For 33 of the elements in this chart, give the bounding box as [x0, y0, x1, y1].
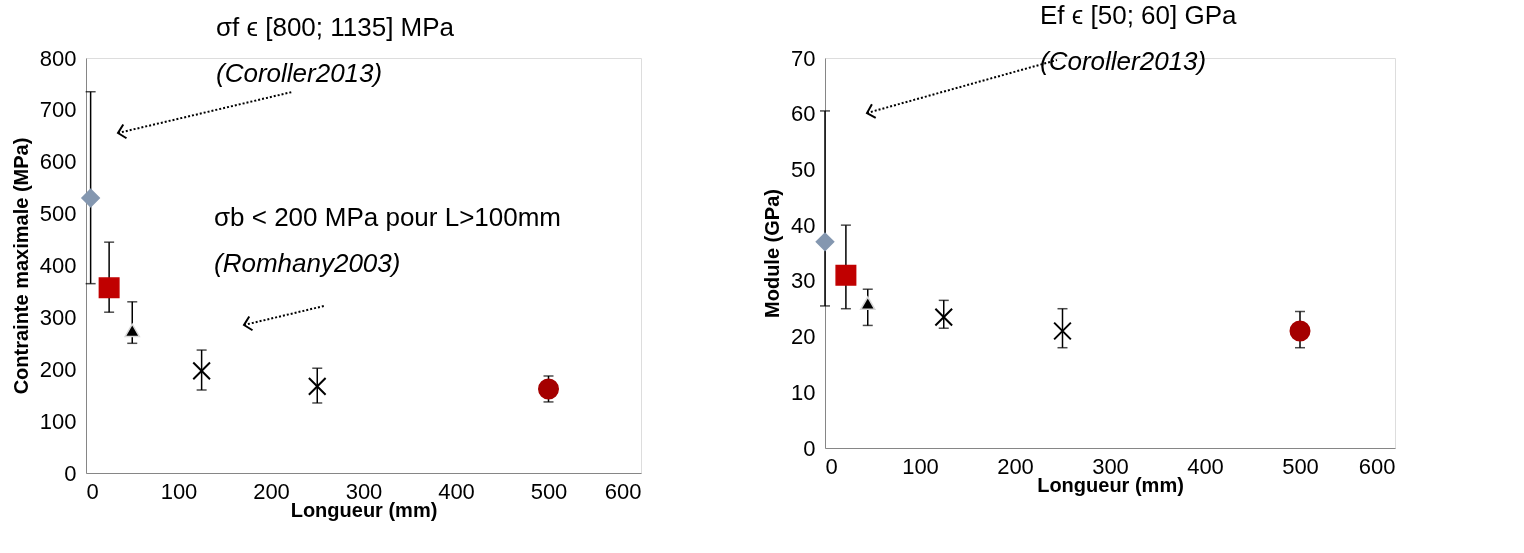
y-tick-label: 300: [39, 304, 77, 330]
x-tick-label: 600: [604, 478, 642, 504]
x-tick-label: 200: [253, 478, 290, 504]
y-axis-title: Module (GPa): [761, 189, 784, 318]
y-tick-label: 40: [791, 212, 816, 238]
x-tick-label: 0: [825, 453, 838, 479]
x-tick-label: 100: [902, 453, 939, 479]
x-tick-label: 500: [530, 478, 568, 504]
y-tick-label: 0: [803, 435, 816, 461]
annotation: σb < 200 MPa pour L>100mm (Romhany2003): [214, 202, 562, 278]
y-tick-label: 20: [791, 324, 816, 350]
y-axis-title: Contrainte maximale (MPa): [9, 137, 32, 395]
y-tick-label: 10: [791, 379, 816, 405]
y-tick-label: 100: [39, 408, 77, 434]
y-tick-label: 800: [39, 45, 77, 71]
annotation: Ef ϵ [50; 60] GPa (Coroller2013): [1040, 0, 1238, 76]
x-tick-label: 400: [1187, 453, 1224, 479]
y-tick-label: 600: [39, 149, 77, 175]
y-tick-label: 700: [39, 97, 77, 123]
x-tick-label: 600: [1358, 453, 1396, 479]
y-tick-label: 70: [791, 45, 816, 71]
y-tick-label: 50: [791, 156, 816, 182]
x-tick-label: 400: [438, 478, 475, 504]
y-tick-label: 60: [791, 101, 816, 127]
y-tick-label: 200: [39, 356, 77, 382]
x-tick-label: 0: [86, 478, 99, 504]
annotation: σf ϵ [800; 1135] MPa (Coroller2013): [216, 12, 455, 88]
x-tick-label: 500: [1282, 453, 1319, 479]
y-tick-label: 500: [39, 201, 77, 227]
y-tick-label: 30: [791, 268, 816, 294]
y-tick-label: 400: [39, 253, 77, 278]
x-tick-label: 200: [997, 453, 1034, 479]
x-tick-label: 100: [160, 478, 198, 504]
